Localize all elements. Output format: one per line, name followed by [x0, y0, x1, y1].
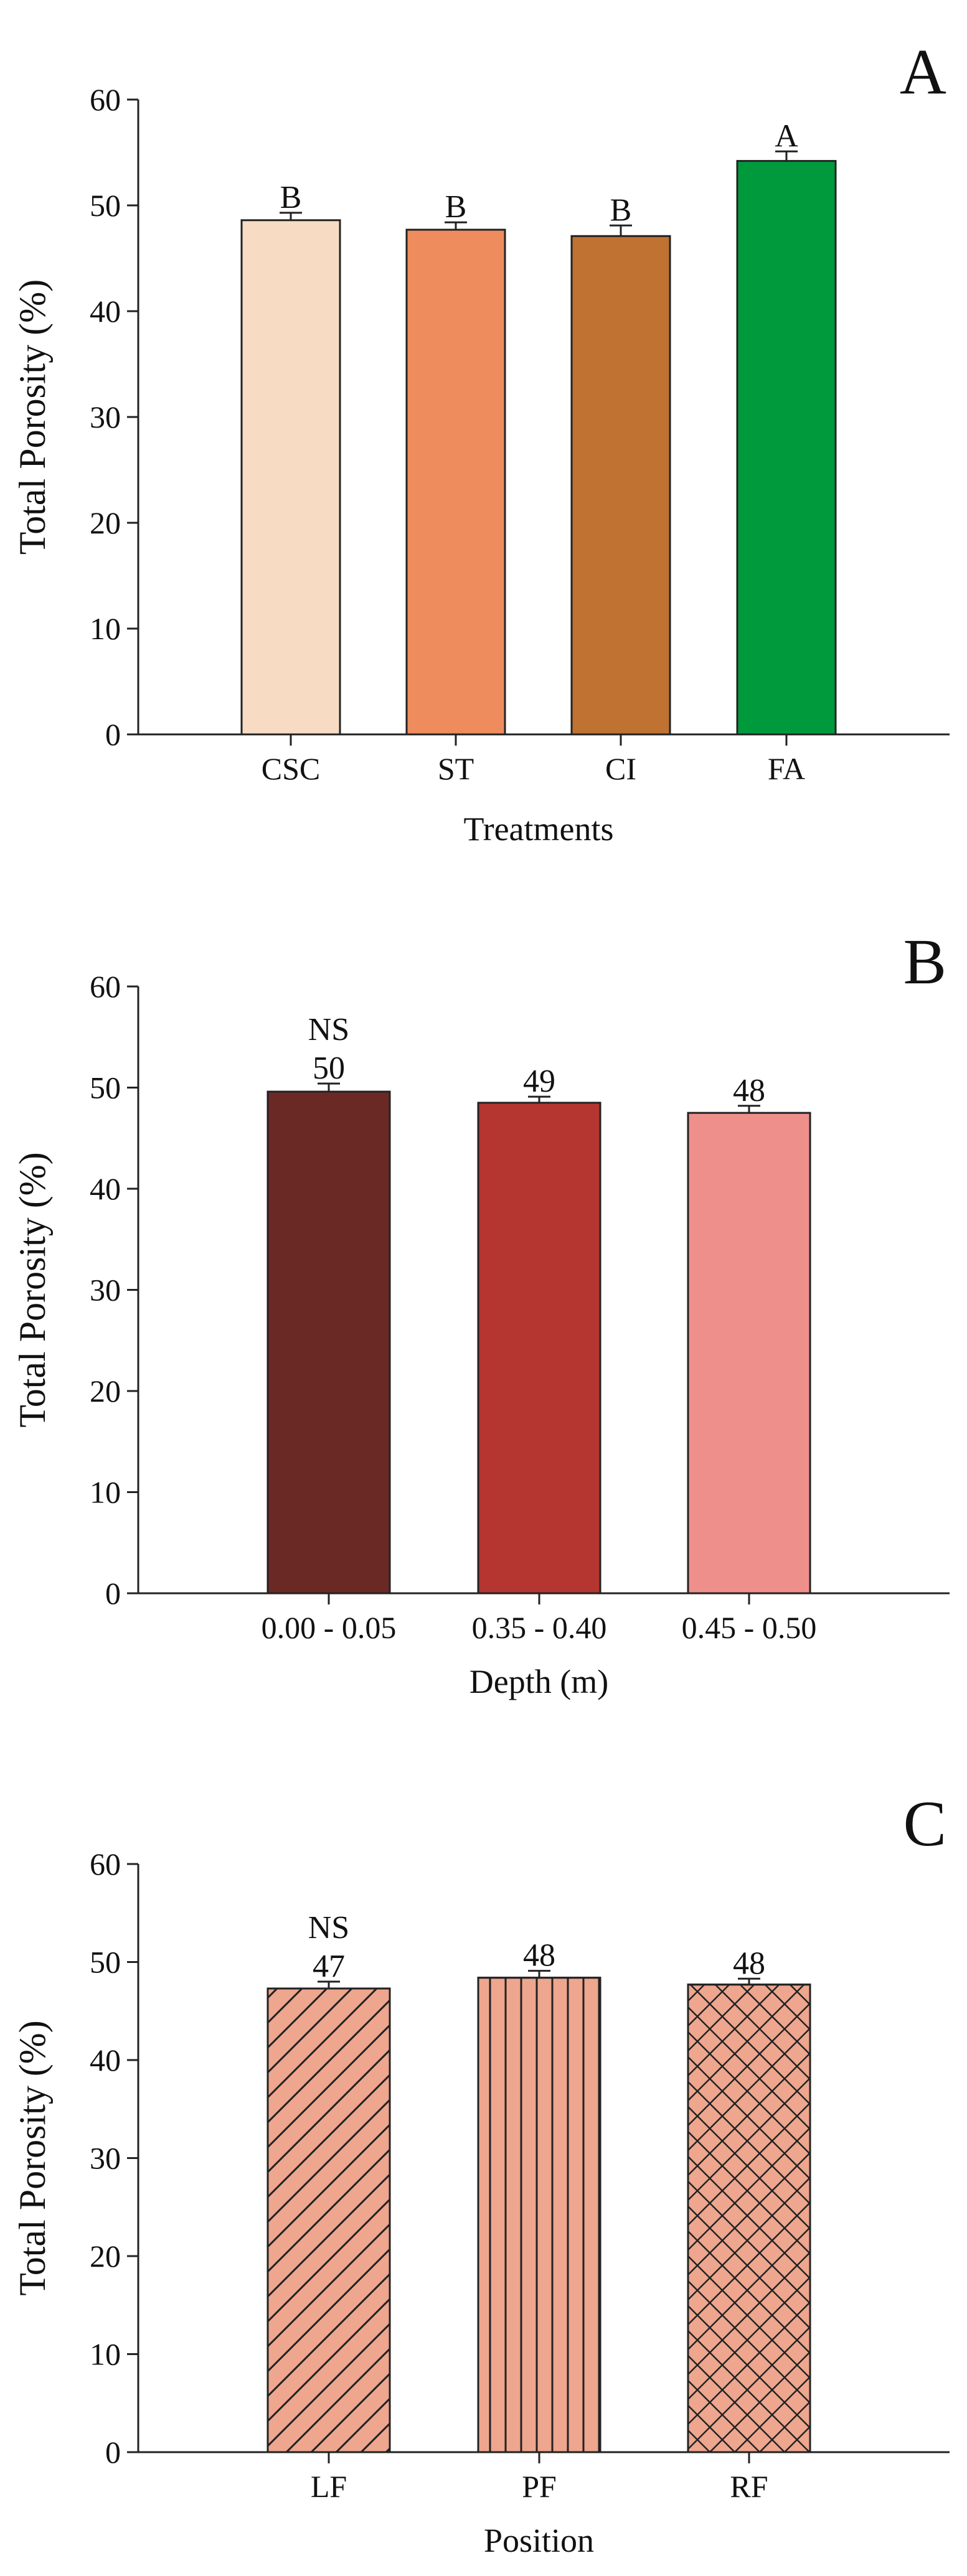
bar-top-label: A [775, 118, 798, 154]
y-tick-label: 30 [90, 2141, 121, 2176]
x-tick-label: RF [730, 2469, 768, 2504]
bar-top-label: NS [308, 1012, 349, 1047]
y-tick-label: 10 [90, 611, 121, 646]
bar [570, 235, 671, 736]
x-tick-label: CI [605, 751, 636, 786]
y-tick-label: 40 [90, 294, 121, 329]
bar [267, 1090, 391, 1595]
y-tick-label: 60 [90, 969, 121, 1004]
x-axis-label: Treatments [464, 810, 614, 848]
bar-hatch-pattern [687, 1984, 811, 2453]
x-tick-label: 0.00 - 0.05 [262, 1610, 397, 1645]
bar-top-label: B [610, 192, 632, 228]
x-tick-label: CSC [262, 751, 321, 786]
x-tick-label: ST [438, 751, 474, 786]
bar [736, 160, 837, 736]
y-tick-label: 0 [105, 2435, 121, 2470]
bar-top-label: 48 [733, 1946, 765, 1981]
x-tick-label: 0.45 - 0.50 [682, 1610, 817, 1645]
bar-top-label: B [280, 180, 302, 215]
bar-top-label: B [445, 189, 467, 225]
bar [477, 1102, 601, 1595]
y-axis-label: Total Porosity (%) [12, 2020, 53, 2295]
bar-top-label: NS [308, 1910, 349, 1946]
bar-top-label: 50 [313, 1051, 345, 1086]
bar [687, 1112, 811, 1595]
bar-top-label: 47 [313, 1949, 345, 1984]
bar-top-label: 49 [523, 1064, 555, 1099]
y-tick-label: 50 [90, 1945, 121, 1980]
bar-hatch-pattern [267, 1987, 391, 2453]
bar-top-label: 48 [523, 1938, 555, 1974]
y-tick-label: 20 [90, 1374, 121, 1408]
y-tick-label: 30 [90, 400, 121, 434]
y-tick-label: 30 [90, 1273, 121, 1308]
x-tick-label: 0.35 - 0.40 [472, 1610, 607, 1645]
bar-top-label: 48 [733, 1073, 765, 1108]
panel-letter: B [903, 926, 946, 998]
y-tick-label: 0 [105, 717, 121, 752]
x-tick-label: LF [311, 2469, 347, 2504]
x-tick-label: PF [522, 2469, 557, 2504]
chart-panel-b: Total Porosity (%) Depth (m) B 0 10 20 30 40… [12, 926, 950, 1700]
chart-panel-a: Total Porosity (%) Treatments A 0 10 20 30 4… [12, 36, 950, 848]
bar [240, 219, 341, 736]
x-axis-label: Depth (m) [469, 1663, 608, 1700]
panel-letter: C [903, 1788, 946, 1860]
y-axis-label: Total Porosity (%) [12, 279, 53, 555]
x-axis-label: Position [484, 2522, 594, 2559]
y-tick-label: 40 [90, 1171, 121, 1206]
x-tick-label: FA [768, 751, 805, 786]
y-tick-label: 40 [90, 2043, 121, 2077]
bar [405, 228, 506, 736]
y-tick-label: 0 [105, 1576, 121, 1611]
bar-hatch-pattern [477, 1977, 601, 2453]
y-tick-label: 60 [90, 82, 121, 117]
y-axis-label: Total Porosity (%) [12, 1152, 53, 1427]
y-tick-label: 20 [90, 2239, 121, 2274]
y-tick-label: 50 [90, 188, 121, 223]
panel-letter: A [900, 36, 946, 108]
y-tick-label: 50 [90, 1070, 121, 1105]
y-tick-label: 60 [90, 1847, 121, 1881]
y-tick-label: 10 [90, 1475, 121, 1510]
y-tick-label: 10 [90, 2337, 121, 2372]
y-tick-label: 20 [90, 505, 121, 540]
chart-panel-c: Total Porosity (%) Position C 0 10 20 30 40 5… [12, 1788, 950, 2559]
